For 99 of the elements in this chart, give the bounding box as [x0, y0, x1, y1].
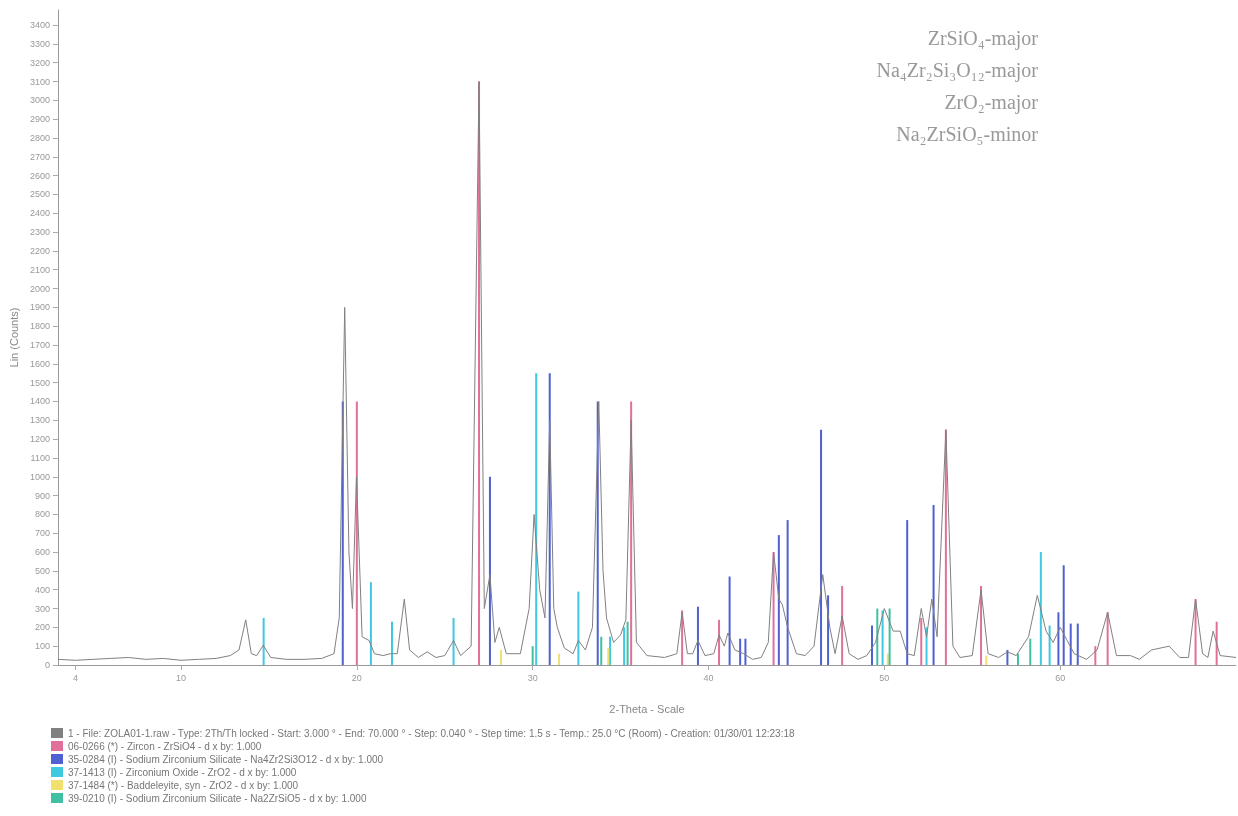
- bar: [1039, 552, 1042, 665]
- x-axis-title: 2-Theta - Scale: [609, 702, 685, 715]
- bar: [531, 646, 534, 665]
- x-tick-label: 60: [1055, 672, 1066, 683]
- y-tick-label: 1200: [29, 434, 50, 445]
- y-tick-label: 2600: [29, 170, 50, 181]
- bar: [626, 621, 629, 665]
- y-tick-label: 2900: [29, 114, 50, 125]
- x-tick-label: 50: [879, 672, 890, 683]
- y-tick-label: 200: [34, 622, 50, 633]
- bar: [772, 552, 775, 665]
- legend-label: 37-1413 (I) - Zirconium Oxide - ZrO2 - d x by: 1.000: [68, 766, 297, 778]
- bar: [1057, 612, 1060, 665]
- y-tick-label: 800: [34, 509, 50, 520]
- annotation: Na₄Zr₂Si₃O₁₂-major: [876, 59, 1039, 82]
- y-tick-label: 2700: [29, 151, 50, 162]
- legend-label: 35-0284 (I) - Sodium Zirconium Silicate - Na4Zr2Si3O12 - d x by: 1.000: [68, 753, 384, 765]
- bar: [744, 638, 747, 665]
- y-tick-label: 3400: [29, 20, 50, 31]
- bar: [623, 627, 626, 665]
- x-tick-label: 40: [703, 672, 714, 683]
- y-tick-label: 2200: [29, 245, 50, 256]
- line-series: [57, 81, 1237, 661]
- y-tick-label: 3000: [29, 95, 50, 106]
- y-tick-label: 2000: [29, 283, 50, 294]
- bar: [920, 617, 923, 665]
- bar: [841, 585, 844, 665]
- bar: [888, 608, 891, 665]
- bar: [535, 373, 538, 665]
- legend-label: 39-0210 (I) - Sodium Zirconium Silicate - Na2ZrSiO5 - d x by: 1.000: [68, 792, 367, 804]
- bar: [488, 476, 491, 665]
- bar: [607, 648, 610, 665]
- y-tick-label: 900: [34, 490, 50, 501]
- bar: [1106, 612, 1109, 665]
- y-tick-label: 0: [44, 660, 50, 670]
- bar: [391, 621, 393, 665]
- y-tick-label: 2400: [29, 208, 50, 219]
- y-tick-label: 1900: [29, 302, 50, 313]
- bar: [369, 582, 372, 665]
- bar: [876, 608, 879, 665]
- bar: [577, 591, 580, 665]
- y-tick-label: 3300: [29, 38, 50, 49]
- bar: [820, 429, 823, 665]
- bar: [932, 505, 935, 665]
- y-tick-label: 100: [34, 641, 50, 652]
- bar: [1076, 623, 1079, 665]
- y-tick-label: 1600: [29, 358, 50, 369]
- y-tick-label: 1100: [30, 452, 50, 463]
- y-tick-label: 2300: [29, 227, 50, 238]
- y-tick-label: 1400: [29, 396, 50, 407]
- bar: [1048, 625, 1051, 665]
- y-tick-label: 600: [34, 547, 50, 558]
- bar: [718, 619, 721, 665]
- bar: [1062, 565, 1065, 665]
- y-tick-label: 2800: [29, 132, 50, 143]
- bar: [1069, 623, 1072, 665]
- bar: [609, 636, 612, 665]
- bar: [881, 610, 884, 665]
- annotation: ZrSiO₄-major: [927, 27, 1039, 50]
- y-tick-label: 3100: [29, 76, 50, 87]
- y-tick-label: 1300: [29, 415, 50, 426]
- bar: [600, 636, 603, 665]
- bar: [696, 606, 699, 665]
- annotation: Na₂ZrSiO₅-minor: [896, 123, 1039, 145]
- y-tick-label: 1000: [29, 471, 50, 482]
- y-tick-label: 1500: [29, 377, 50, 388]
- bar: [739, 638, 742, 665]
- bar: [728, 576, 731, 665]
- x-tick-label: 4: [73, 672, 79, 683]
- bar: [1006, 649, 1009, 665]
- bar: [452, 617, 455, 665]
- y-tick-label: 300: [34, 603, 50, 614]
- x-tick-label: 10: [176, 672, 187, 683]
- annotation: ZrO₂-major: [944, 91, 1039, 114]
- bar: [906, 520, 909, 665]
- y-tick-label: 3200: [29, 57, 50, 68]
- legend-label: 37-1484 (*) - Baddeleyite, syn - ZrO2 - d x by: 1.000: [68, 779, 299, 791]
- x-tick-label: 30: [527, 672, 538, 683]
- y-tick-label: 700: [34, 528, 50, 539]
- bar: [558, 653, 561, 665]
- bar: [985, 655, 988, 665]
- bar: [777, 535, 780, 665]
- x-tick-label: 20: [351, 672, 362, 683]
- y-axis-title: Lin (Counts): [7, 307, 20, 368]
- y-tick-label: 500: [34, 565, 50, 576]
- y-tick-label: 2100: [29, 264, 50, 275]
- legend-label: 06-0266 (*) - Zircon - ZrSiO4 - d x by: 1.000: [68, 740, 262, 752]
- bar: [262, 617, 265, 665]
- bar: [500, 649, 503, 665]
- y-tick-label: 1700: [29, 340, 50, 351]
- legend-label: 1 - File: ZOLA01-1.raw - Type: 2Th/Th locked - Start: 3.000 ° - End: 70.000 ° - Step: 0.040 ° - Step time: 1.5 s - Temp.: 25.0 °C (Room) - Creation: 01/30/01 12:23:18: [68, 727, 795, 739]
- bar: [1029, 638, 1032, 665]
- bar: [786, 520, 789, 665]
- y-tick-label: 400: [34, 584, 50, 595]
- bar: [886, 653, 889, 665]
- y-tick-label: 2500: [29, 189, 50, 200]
- bar: [1016, 653, 1019, 665]
- y-tick-label: 1800: [29, 321, 50, 332]
- bar: [871, 625, 874, 665]
